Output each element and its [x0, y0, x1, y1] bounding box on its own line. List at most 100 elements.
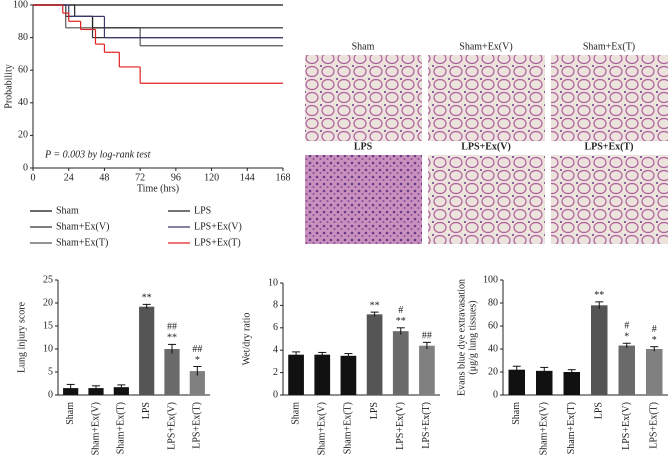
bar	[646, 349, 663, 395]
x-tick-label: 168	[276, 172, 291, 183]
y-axis-label: Lung injury score	[16, 301, 27, 373]
significance-mark: ##	[167, 322, 177, 333]
y-tick-label: 6	[273, 322, 278, 333]
x-tick-label: 144	[240, 172, 255, 183]
x-tick-label: Sham+Ex(T)	[566, 402, 577, 454]
y-tick-label: 20	[488, 366, 498, 377]
y-tick-label: 15	[43, 320, 53, 331]
y-tick-label: 0	[23, 162, 28, 173]
bar	[88, 388, 104, 395]
y-axis-label: Probability	[3, 64, 14, 108]
y-tick-label: 60	[18, 64, 28, 75]
x-tick-label: Sham	[65, 402, 76, 425]
x-tick-label: LPS+Ex(T)	[192, 402, 203, 449]
histology-image	[551, 155, 668, 244]
y-tick-label: 4	[273, 344, 278, 355]
x-tick-label: LPS+Ex(V)	[395, 402, 406, 450]
y-tick-label: 40	[18, 97, 28, 108]
bar	[139, 306, 155, 395]
histology-image	[428, 55, 545, 141]
y-tick-label: 25	[43, 274, 53, 285]
x-tick-label: 72	[135, 172, 145, 183]
significance-mark: ##	[422, 331, 432, 342]
panel-label: LPS+Ex(V)	[461, 141, 511, 152]
y-tick-label: 10	[43, 343, 53, 354]
x-axis-label: Time (hrs)	[137, 183, 179, 194]
bar	[340, 355, 357, 395]
significance-mark: **	[142, 293, 152, 304]
y-axis-label: (μg/g lung tissues)	[467, 300, 478, 374]
bar	[536, 370, 553, 395]
y-tick-label: 100	[483, 274, 498, 285]
panel-label: LPS	[354, 141, 373, 152]
y-tick-label: 80	[18, 32, 28, 43]
histology-image	[551, 55, 668, 141]
significance-mark: *	[652, 335, 657, 346]
significance-mark: **	[396, 316, 406, 327]
x-tick-label: LPS	[141, 402, 152, 419]
histology-image	[305, 155, 422, 244]
bar	[508, 369, 525, 395]
x-tick-label: 24	[64, 172, 74, 183]
y-tick-label: 20	[43, 297, 53, 308]
y-tick-label: 100	[13, 0, 28, 10]
y-tick-label: 20	[18, 130, 28, 141]
x-tick-label: Sham+Ex(T)	[116, 402, 127, 454]
x-tick-label: Sham	[511, 402, 522, 425]
legend-label: LPS+Ex(T)	[194, 237, 241, 248]
y-tick-label: 40	[488, 343, 498, 354]
significance-mark: **	[370, 300, 380, 311]
panel-label: Sham+Ex(T)	[583, 41, 635, 52]
panel-label: Sham+Ex(V)	[459, 41, 512, 52]
significance-mark: **	[167, 333, 177, 344]
x-tick-label: LPS+Ex(T)	[649, 402, 660, 449]
significance-mark: #	[398, 305, 403, 316]
x-tick-label: Sham+Ex(T)	[343, 402, 354, 454]
bar	[164, 349, 180, 395]
bar	[366, 314, 383, 395]
y-tick-label: 0	[273, 389, 278, 400]
legend-label: LPS+Ex(V)	[194, 221, 242, 232]
x-tick-label: LPS+Ex(V)	[166, 402, 177, 450]
significance-mark: #	[624, 321, 629, 332]
x-tick-label: Sham	[290, 402, 301, 425]
x-tick-label: 48	[99, 172, 109, 183]
y-tick-label: 80	[488, 297, 498, 308]
bar	[563, 372, 580, 395]
legend-label: Sham+Ex(V)	[56, 221, 109, 232]
x-tick-label: 96	[171, 172, 181, 183]
x-tick-label: LPS	[369, 402, 380, 419]
legend-label: LPS	[194, 205, 211, 216]
annotation: P = 0.003 by log-rank test	[44, 149, 151, 160]
y-tick-label: 10	[268, 277, 278, 288]
significance-mark: #	[652, 324, 657, 335]
y-tick-label: 2	[273, 367, 278, 378]
bar	[288, 354, 304, 395]
panel-label: Sham	[352, 41, 375, 52]
y-tick-label: 60	[488, 320, 498, 331]
y-axis-label: Wet/dry ratio	[241, 313, 252, 366]
significance-mark: **	[594, 290, 604, 301]
bar	[591, 305, 608, 395]
histology-image	[305, 55, 422, 141]
x-tick-label: LPS	[594, 402, 605, 419]
y-tick-label: 8	[273, 300, 278, 311]
y-tick-label: 0	[493, 389, 498, 400]
x-tick-label: 120	[204, 172, 219, 183]
bar	[419, 345, 435, 395]
significance-mark: ##	[192, 344, 202, 355]
x-tick-label: Sham+Ex(V)	[317, 402, 328, 455]
legend-label: Sham	[56, 205, 79, 216]
bar	[189, 371, 205, 395]
y-tick-label: 5	[48, 366, 53, 377]
bar	[392, 331, 409, 395]
significance-mark: *	[195, 355, 200, 366]
x-tick-label: Sham+Ex(V)	[539, 402, 550, 455]
x-tick-label: LPS+Ex(V)	[621, 402, 632, 450]
x-tick-label: 0	[31, 172, 36, 183]
y-tick-label: 0	[48, 389, 53, 400]
x-tick-label: LPS+Ex(T)	[421, 402, 432, 449]
bar	[314, 354, 331, 395]
histology-image	[428, 155, 545, 244]
